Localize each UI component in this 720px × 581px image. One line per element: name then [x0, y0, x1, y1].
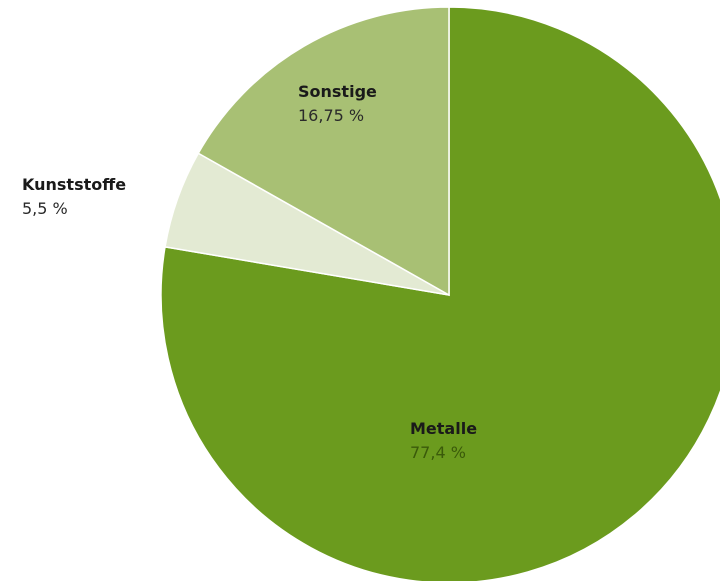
slice-label-kunststoffe: Kunststoffe 5,5 %: [22, 175, 126, 218]
pie-slice-sonstige: [197, 6, 450, 297]
slice-label-sonstige: Sonstige 16,75 %: [298, 82, 377, 125]
slice-value-sonstige: 16,75 %: [298, 106, 364, 125]
slice-value-kunststoffe: 5,5 %: [22, 199, 68, 218]
slice-name-sonstige: Sonstige: [298, 82, 377, 101]
pie-slices: [160, 6, 720, 581]
slice-value-metalle: 77,4 %: [410, 443, 466, 462]
slice-label-metalle: Metalle 77,4 %: [410, 419, 477, 462]
slice-name-metalle: Metalle: [410, 419, 477, 438]
pie-labels: Metalle 77,4 % Kunststoffe 5,5 % Sonstig…: [22, 82, 477, 462]
slice-name-kunststoffe: Kunststoffe: [22, 175, 126, 194]
